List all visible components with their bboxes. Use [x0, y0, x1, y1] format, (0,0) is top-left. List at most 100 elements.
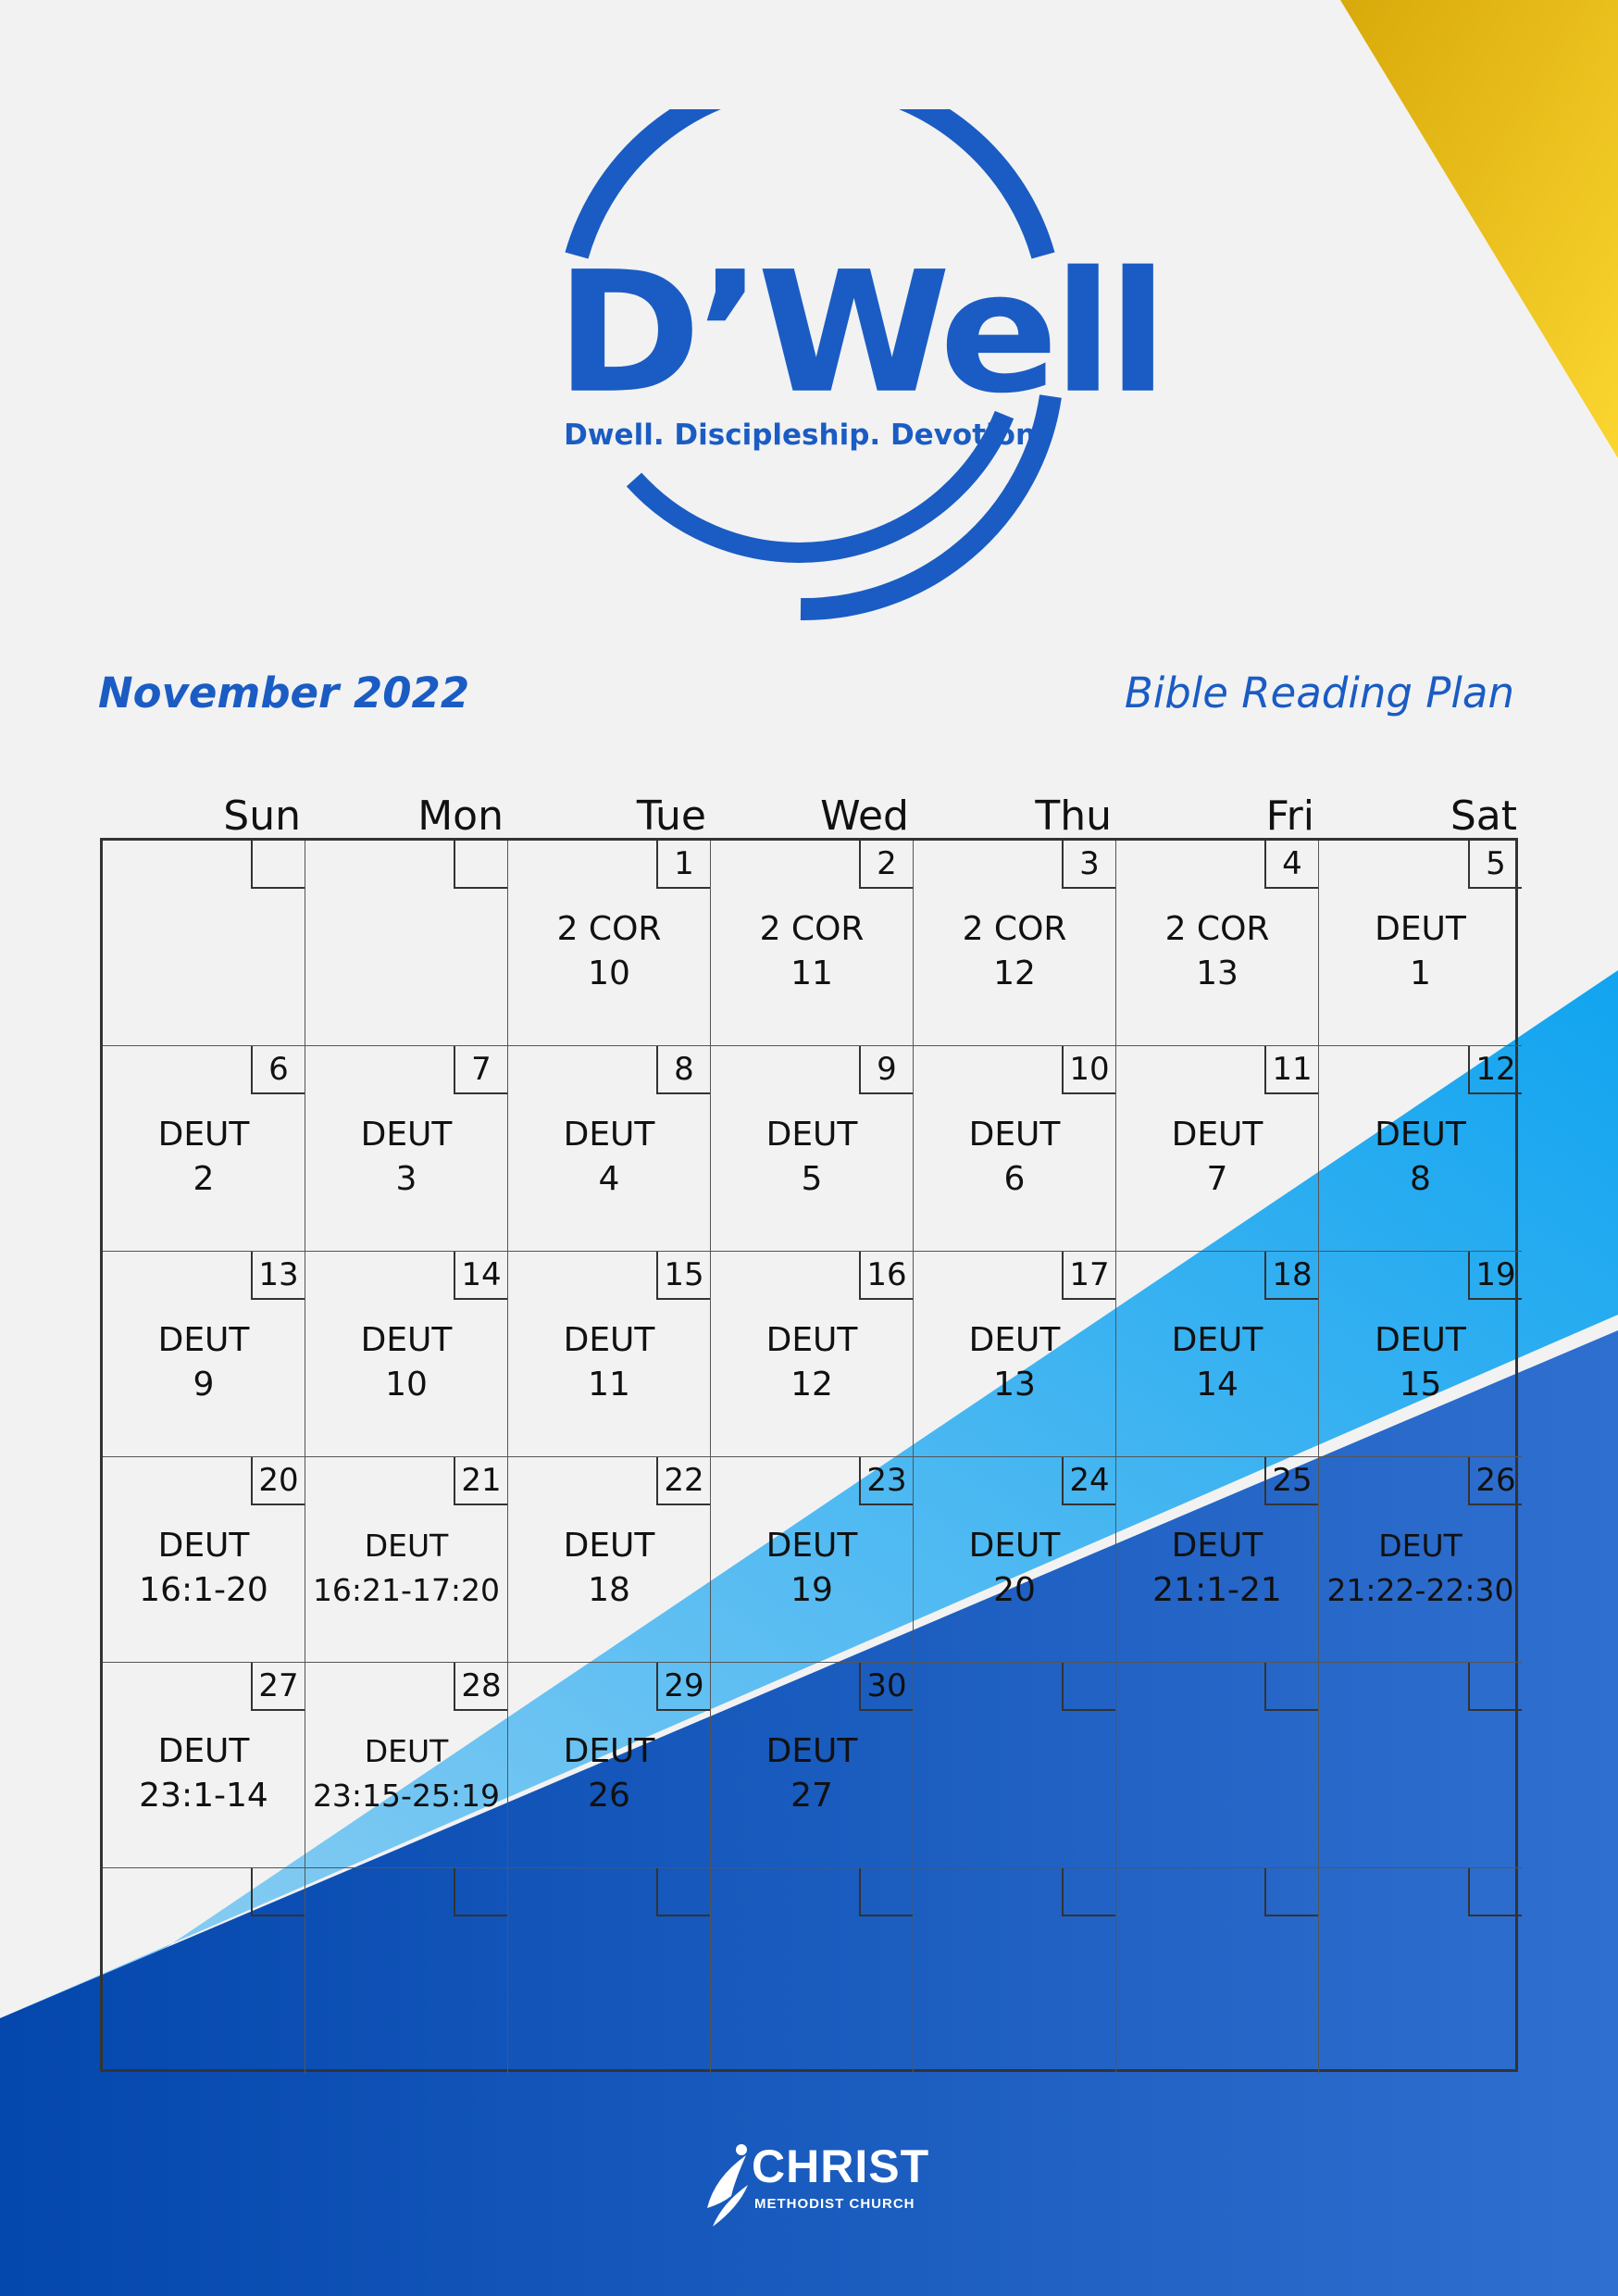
date-number: 18 — [1264, 1252, 1318, 1300]
date-number: 27 — [251, 1663, 305, 1711]
reading-chapter: 2 — [193, 1160, 215, 1198]
reading-book: DEUT — [157, 1732, 250, 1770]
reading-book: DEUT — [157, 1116, 250, 1154]
reading-chapter: 5 — [801, 1160, 823, 1198]
reading-assignment: DEUT 23:15-25:19 — [305, 1729, 507, 1818]
date-number — [454, 841, 507, 889]
calendar-day-cell — [1116, 1663, 1319, 1868]
dark-blue-band — [0, 1330, 1618, 2296]
reading-assignment: 2 COR 13 — [1116, 907, 1318, 996]
reading-assignment: DEUT 7 — [1116, 1113, 1318, 1202]
church-name: CHRIST — [752, 2140, 930, 2192]
calendar-day-cell: 26 DEUT 21:22-22:30 — [1319, 1457, 1522, 1663]
reading-book: DEUT — [765, 1527, 858, 1565]
reading-book: 2 COR — [962, 910, 1067, 948]
calendar-day-cell: 18 DEUT 14 — [1116, 1252, 1319, 1457]
reading-book: DEUT — [1375, 1116, 1466, 1154]
reading-book: 2 COR — [1164, 910, 1270, 948]
calendar-day-cell: 16 DEUT 12 — [711, 1252, 914, 1457]
logo-tagline: Dwell. Discipleship. Devotion. — [564, 418, 1047, 452]
church-logo-icon — [707, 2144, 748, 2227]
reading-assignment: DEUT 26 — [508, 1729, 710, 1818]
reading-book: DEUT — [157, 1527, 250, 1565]
calendar-day-cell: 7 DEUT 3 — [305, 1046, 508, 1252]
date-number: 6 — [251, 1046, 305, 1094]
reading-chapter: 10 — [385, 1366, 428, 1404]
calendar-day-cell: 13 DEUT 9 — [103, 1252, 305, 1457]
reading-chapter: 3 — [395, 1160, 417, 1198]
reading-chapter: 26 — [588, 1777, 630, 1815]
reading-book: DEUT — [968, 1116, 1061, 1154]
date-number: 28 — [454, 1663, 507, 1711]
calendar-day-cell: 5 DEUT 1 — [1319, 841, 1522, 1046]
date-number: 29 — [656, 1663, 710, 1711]
date-number: 3 — [1062, 841, 1115, 889]
reading-assignment: DEUT 12 — [711, 1318, 913, 1407]
reading-book: DEUT — [968, 1321, 1061, 1359]
date-number — [1062, 1868, 1115, 1916]
reading-book: DEUT — [765, 1321, 858, 1359]
reading-chapter: 18 — [588, 1571, 630, 1609]
reading-book: DEUT — [1171, 1527, 1263, 1565]
reading-book: 2 COR — [556, 910, 662, 948]
calendar-day-cell: 10 DEUT 6 — [914, 1046, 1116, 1252]
reading-chapter: 21:1-21 — [1152, 1571, 1282, 1609]
reading-assignment: DEUT 4 — [508, 1113, 710, 1202]
reading-chapter: 15 — [1399, 1366, 1442, 1404]
reading-book: DEUT — [563, 1732, 655, 1770]
calendar-day-cell: 24 DEUT 20 — [914, 1457, 1116, 1663]
date-number: 25 — [1264, 1457, 1318, 1505]
date-number — [1468, 1663, 1522, 1711]
date-number — [251, 841, 305, 889]
reading-assignment: DEUT 1 — [1319, 907, 1522, 996]
reading-chapter: 10 — [588, 955, 630, 992]
date-number — [1468, 1868, 1522, 1916]
reading-chapter: 12 — [790, 1366, 833, 1404]
dwell-logo-ring — [565, 109, 1062, 621]
date-number: 15 — [656, 1252, 710, 1300]
day-header-sat: Sat — [1450, 792, 1517, 840]
reading-chapter: 9 — [193, 1366, 215, 1404]
reading-book: DEUT — [364, 1733, 449, 1769]
date-number — [1264, 1868, 1318, 1916]
reading-chapter: 23:1-14 — [139, 1777, 268, 1815]
calendar-day-cell: 17 DEUT 13 — [914, 1252, 1116, 1457]
gold-corner-shape — [1340, 0, 1618, 458]
calendar-day-cell: 8 DEUT 4 — [508, 1046, 711, 1252]
reading-assignment: DEUT 15 — [1319, 1318, 1522, 1407]
calendar-day-cell: 25 DEUT 21:1-21 — [1116, 1457, 1319, 1663]
date-number — [1062, 1663, 1115, 1711]
reading-assignment: DEUT 10 — [305, 1318, 507, 1407]
logo-title: D’Well — [555, 235, 1168, 430]
reading-assignment: DEUT 16:1-20 — [103, 1524, 305, 1613]
reading-chapter: 6 — [1003, 1160, 1026, 1198]
calendar-day-cell: 21 DEUT 16:21-17:20 — [305, 1457, 508, 1663]
reading-chapter: 13 — [993, 1366, 1036, 1404]
calendar-day-cell: 15 DEUT 11 — [508, 1252, 711, 1457]
reading-book: DEUT — [765, 1732, 858, 1770]
calendar-day-cell — [711, 1868, 914, 2074]
date-number: 24 — [1062, 1457, 1115, 1505]
church-subtitle: METHODIST CHURCH — [754, 2196, 915, 2212]
reading-chapter: 4 — [598, 1160, 620, 1198]
reading-book: DEUT — [1378, 1528, 1462, 1564]
reading-assignment: DEUT 11 — [508, 1318, 710, 1407]
day-header-sun: Sun — [223, 792, 301, 840]
reading-chapter: 19 — [790, 1571, 833, 1609]
calendar-day-cell — [914, 1663, 1116, 1868]
calendar-day-cell — [305, 841, 508, 1046]
reading-assignment: DEUT 9 — [103, 1318, 305, 1407]
reading-assignment: DEUT 27 — [711, 1729, 913, 1818]
calendar-day-cell: 1 2 COR 10 — [508, 841, 711, 1046]
reading-assignment: DEUT 20 — [914, 1524, 1115, 1613]
reading-assignment: DEUT 19 — [711, 1524, 913, 1613]
reading-book: DEUT — [360, 1116, 453, 1154]
reading-assignment: DEUT 14 — [1116, 1318, 1318, 1407]
reading-assignment: DEUT 18 — [508, 1524, 710, 1613]
date-number: 16 — [859, 1252, 913, 1300]
day-header-tue: Tue — [636, 792, 706, 840]
month-title: November 2022 — [98, 668, 470, 718]
reading-chapter: 23:15-25:19 — [312, 1778, 501, 1814]
calendar-day-cell: 27 DEUT 23:1-14 — [103, 1663, 305, 1868]
calendar-day-cell — [508, 1868, 711, 2074]
